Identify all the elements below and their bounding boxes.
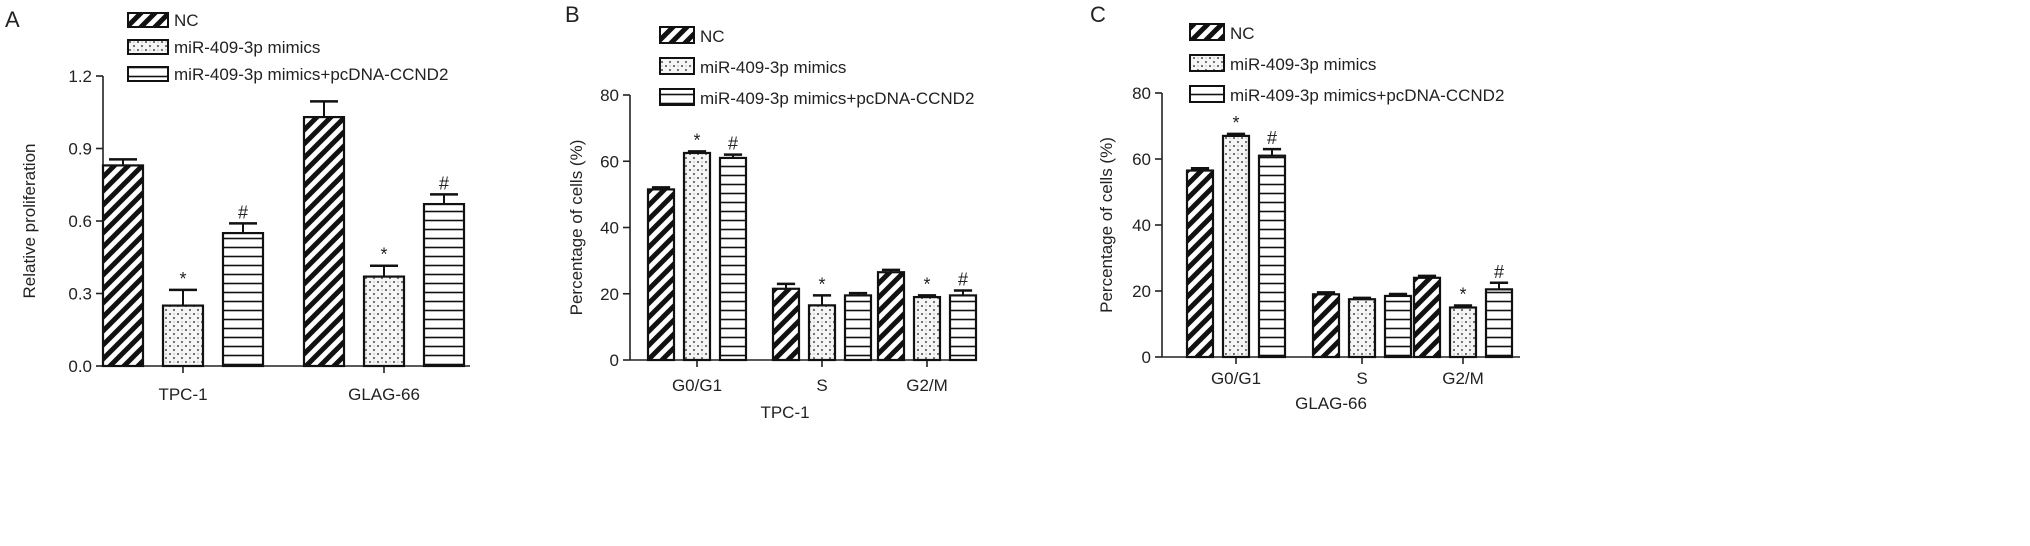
significance-mark: #	[238, 202, 248, 222]
y-tick-label: 40	[600, 219, 619, 238]
significance-mark: *	[179, 269, 186, 289]
legend-swatch	[1189, 23, 1225, 41]
panel-label: A	[5, 7, 20, 32]
bar	[876, 271, 906, 362]
legend-swatch	[1189, 54, 1225, 72]
y-tick-label: 0	[610, 351, 619, 370]
bar	[422, 202, 466, 368]
bar	[843, 294, 873, 362]
bar	[948, 294, 978, 362]
chart-panel-A: A NC miR-409-3p mimics miR-409-3p mimics+pc…	[5, 7, 470, 404]
y-axis-label: Percentage of cells (%)	[567, 140, 586, 316]
chart-panel-B: B NC miR-409-3p mimics miR-409-3p mimics+pc…	[565, 2, 978, 422]
y-tick-label: 80	[1132, 84, 1151, 103]
legend-label: NC	[700, 27, 725, 46]
y-axis-label: Percentage of cells (%)	[1097, 137, 1116, 313]
bar	[101, 164, 145, 368]
significance-mark: *	[818, 274, 825, 294]
y-tick-label: 40	[1132, 216, 1151, 235]
y-tick-label: 20	[600, 285, 619, 304]
y-tick-label: 0.6	[68, 212, 92, 231]
y-tick-label: 0.3	[68, 285, 92, 304]
bar	[1257, 154, 1287, 359]
significance-mark: #	[1494, 262, 1504, 282]
y-tick-label: 20	[1132, 282, 1151, 301]
y-tick-label: 60	[600, 152, 619, 171]
y-tick-label: 60	[1132, 150, 1151, 169]
legend-swatch	[659, 57, 695, 75]
bar	[912, 295, 942, 362]
x-axis-label: TPC-1	[760, 403, 809, 422]
x-axis-label: GLAG-66	[1295, 394, 1367, 413]
legend-label: miR-409-3p mimics	[174, 38, 320, 57]
legend-label: miR-409-3p mimics+pcDNA-CCND2	[1230, 86, 1504, 105]
x-tick-label: TPC-1	[158, 385, 207, 404]
legend-swatch	[659, 26, 695, 44]
y-tick-label: 0	[1142, 348, 1151, 367]
bar	[646, 188, 676, 362]
legend-swatch	[1189, 85, 1225, 103]
bar	[362, 275, 406, 368]
bar	[1383, 294, 1413, 359]
significance-mark: #	[958, 269, 968, 289]
x-tick-label: G2/M	[906, 376, 948, 395]
legend-label: NC	[1230, 24, 1255, 43]
y-tick-label: 0.9	[68, 140, 92, 159]
significance-mark: *	[1232, 113, 1239, 133]
y-tick-label: 1.2	[68, 67, 92, 86]
significance-mark: *	[1459, 285, 1466, 305]
bar	[302, 115, 346, 368]
bar	[1412, 276, 1442, 359]
legend-label: NC	[174, 11, 199, 30]
chart-panel-C: C NC miR-409-3p mimics miR-409-3p mimics+pc…	[1090, 2, 1520, 413]
x-tick-label: S	[816, 376, 827, 395]
significance-mark: #	[1267, 128, 1277, 148]
bar	[682, 151, 712, 362]
bar	[1347, 298, 1377, 359]
bar	[771, 287, 801, 362]
x-tick-label: GLAG-66	[348, 385, 420, 404]
legend-swatch	[127, 66, 169, 82]
panel-label: B	[565, 2, 580, 27]
y-axis-label: Relative proliferation	[20, 144, 39, 299]
significance-mark: *	[923, 274, 930, 294]
significance-mark: #	[728, 134, 738, 154]
bar	[807, 304, 837, 362]
bar	[1185, 169, 1215, 359]
panel-label: C	[1090, 2, 1106, 27]
x-tick-label: G0/G1	[672, 376, 722, 395]
significance-mark: #	[439, 173, 449, 193]
legend-label: miR-409-3p mimics+pcDNA-CCND2	[174, 65, 448, 84]
legend-label: miR-409-3p mimics	[700, 58, 846, 77]
x-tick-label: G0/G1	[1211, 369, 1261, 388]
bar	[1448, 306, 1478, 359]
bar	[161, 304, 205, 368]
y-tick-label: 0.0	[68, 357, 92, 376]
bar	[221, 231, 265, 368]
legend-swatch	[127, 12, 169, 28]
bar	[718, 156, 748, 362]
bar	[1484, 288, 1514, 359]
bar	[1221, 134, 1251, 359]
legend-label: miR-409-3p mimics	[1230, 55, 1376, 74]
y-tick-label: 80	[600, 86, 619, 105]
significance-mark: *	[380, 245, 387, 265]
bar	[1311, 293, 1341, 359]
legend-label: miR-409-3p mimics+pcDNA-CCND2	[700, 89, 974, 108]
legend-swatch	[127, 39, 169, 55]
significance-mark: *	[693, 130, 700, 150]
x-tick-label: G2/M	[1442, 369, 1484, 388]
legend-swatch	[659, 88, 695, 106]
x-tick-label: S	[1356, 369, 1367, 388]
